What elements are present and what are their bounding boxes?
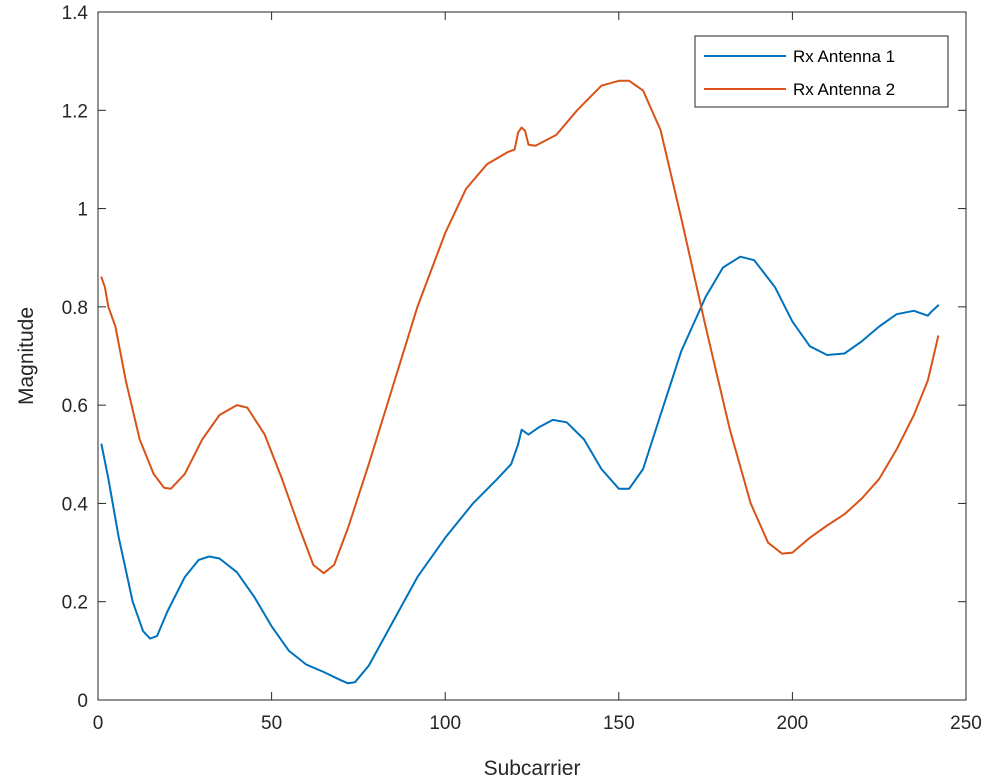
x-tick-label-0: 0 <box>93 713 104 734</box>
plot-box <box>97 11 967 701</box>
series-line-rx-antenna-2 <box>100 79 940 575</box>
tick-layer: 0 50 100 150 200 250 0 0.2 0.4 0.6 0.8 1 1.2 1.4 <box>62 3 982 734</box>
y-tick-label-0-4: 0.4 <box>62 494 89 515</box>
y-tick-label-0-2: 0.2 <box>62 593 88 614</box>
legend: Rx Antenna 1 Rx Antenna 2 <box>694 35 949 108</box>
series-layer <box>100 79 940 685</box>
x-axis-title: Subcarrier <box>484 757 581 780</box>
legend-box <box>694 35 949 108</box>
y-axis-title: Magnitude <box>15 307 38 405</box>
y-tick-label-0-6: 0.6 <box>62 396 88 417</box>
series-line-rx-antenna-1 <box>100 255 940 685</box>
y-tick-label-0: 0 <box>77 691 88 712</box>
x-tick-label-250: 250 <box>950 713 982 734</box>
x-tick-label-50: 50 <box>261 713 282 734</box>
x-tick-label-100: 100 <box>429 713 461 734</box>
legend-label-rx-antenna-2: Rx Antenna 2 <box>793 80 895 99</box>
y-tick-label-1-4: 1.4 <box>62 3 89 24</box>
y-tick-label-1-2: 1.2 <box>62 101 88 122</box>
plot-background <box>98 12 966 700</box>
y-tick-label-0-8: 0.8 <box>62 298 88 319</box>
legend-label-rx-antenna-1: Rx Antenna 1 <box>793 47 895 66</box>
x-tick-label-150: 150 <box>603 713 635 734</box>
y-tick-label-1: 1 <box>77 200 88 221</box>
x-tick-label-200: 200 <box>777 713 809 734</box>
